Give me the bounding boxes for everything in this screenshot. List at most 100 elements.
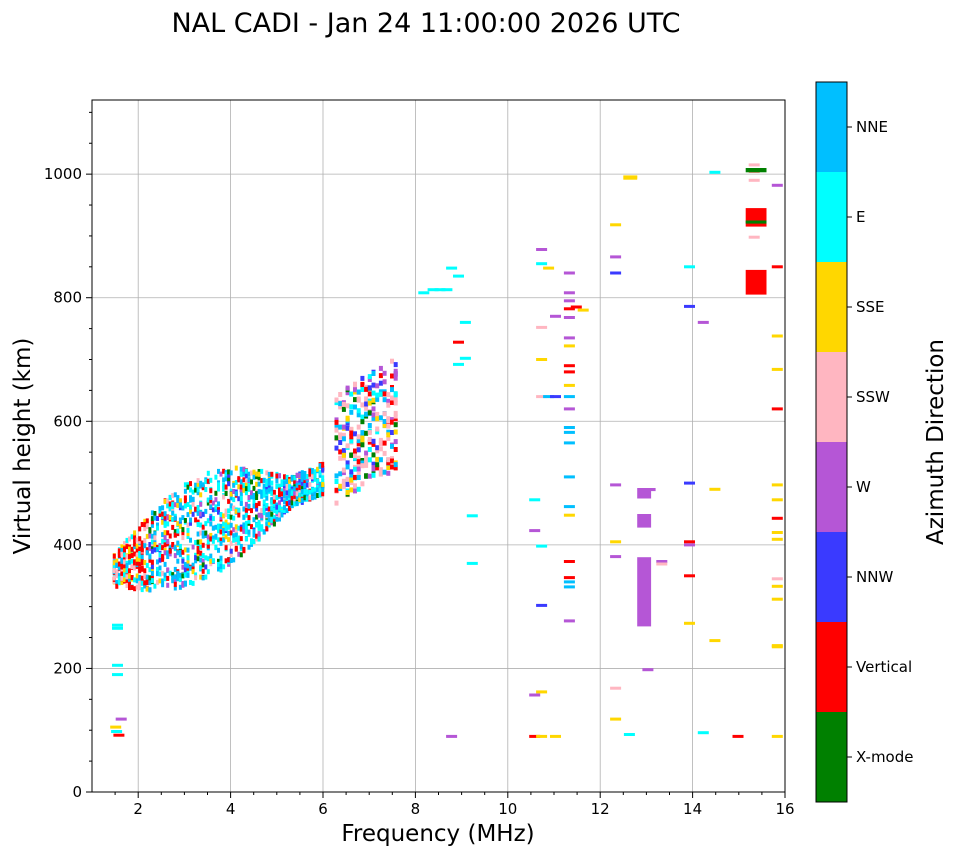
echo-cell: [247, 515, 251, 521]
echo-cell: [219, 512, 223, 517]
x-axis-label: Frequency (MHz): [341, 821, 534, 847]
echo-cell: [117, 565, 121, 571]
echo-cell: [135, 543, 139, 549]
echo-cell: [148, 580, 152, 586]
echo-cell: [178, 523, 182, 529]
echo-cell: [382, 450, 387, 456]
echo-cell: [199, 557, 203, 563]
echo-cell: [367, 437, 372, 442]
echo-cell: [183, 518, 187, 523]
echo-cell: [176, 521, 180, 527]
echo-cell: [128, 559, 131, 565]
echo-cell: [214, 490, 218, 496]
echo-cell: [239, 501, 243, 506]
echo-cell: [176, 498, 180, 503]
echo-point: [697, 731, 709, 735]
echo-cell: [224, 522, 228, 528]
echo-cell: [219, 529, 223, 535]
echo-cell: [138, 574, 142, 580]
echo-cell: [135, 537, 139, 543]
echo-point: [446, 734, 458, 738]
echo-cell: [128, 536, 131, 542]
echo-point: [771, 531, 783, 534]
echo-cell: [209, 558, 213, 564]
echo-cell: [275, 495, 279, 500]
echo-cell: [143, 574, 147, 579]
echo-cell: [349, 487, 354, 493]
echo-cell: [204, 487, 208, 492]
echo-cell: [283, 493, 286, 499]
echo-cell: [168, 570, 172, 576]
grid-lines: [92, 100, 786, 793]
colorbar-segment-e: [816, 172, 847, 262]
echo-cell: [148, 530, 152, 536]
echo-cell: [345, 403, 350, 409]
echo-cell: [140, 540, 144, 546]
echo-point: [536, 690, 548, 694]
echo-block: [623, 175, 638, 180]
echo-cell: [393, 465, 398, 471]
echo-cell: [120, 544, 124, 550]
echo-cell: [217, 501, 220, 507]
echo-cell: [239, 495, 243, 501]
echo-cell: [270, 490, 274, 496]
echo-cell: [194, 575, 198, 581]
echo-cell: [367, 385, 372, 391]
echo-cell: [375, 448, 380, 454]
echo-cell: [219, 555, 223, 561]
echo-cell: [252, 529, 256, 535]
echo-cell: [386, 392, 391, 398]
echo-cell: [181, 527, 185, 533]
colorbar-tick-label: X-mode: [856, 748, 913, 766]
echo-cell: [209, 488, 213, 494]
echo-cell: [393, 396, 398, 402]
echo-cell: [390, 419, 394, 425]
echo-cell: [234, 491, 238, 497]
echo-cell: [367, 457, 372, 463]
echo-cell: [252, 474, 256, 480]
echo-cell: [153, 583, 157, 589]
echo-cell: [115, 562, 119, 568]
x-tick-label: 8: [411, 800, 421, 818]
echo-cell: [150, 543, 154, 549]
echo-point: [418, 291, 430, 295]
echo-cell: [356, 434, 361, 440]
echo-cell: [285, 495, 289, 501]
echo-cell: [133, 560, 137, 566]
echo-cell: [393, 447, 398, 452]
echo-cell: [125, 544, 129, 550]
echo-cell: [334, 487, 339, 493]
echo-cell: [390, 358, 394, 364]
echo-cell: [163, 535, 167, 541]
echo-cell: [117, 573, 121, 579]
echo-cell: [371, 382, 376, 388]
echo-cell: [176, 531, 180, 537]
echo-cell: [295, 472, 299, 478]
y-tick-label: 800: [53, 289, 82, 307]
echo-cell: [196, 556, 200, 562]
echo-point: [709, 487, 721, 491]
echo-cell: [138, 561, 142, 567]
echo-cell: [321, 491, 325, 497]
echo-cell: [316, 478, 320, 484]
echo-cell: [239, 471, 243, 477]
echo-cell: [313, 494, 317, 500]
echo-point: [563, 475, 575, 479]
echo-cell: [244, 479, 248, 485]
echo-cell: [153, 531, 157, 537]
echo-cell: [393, 368, 398, 374]
echo-cell: [140, 580, 144, 586]
colorbar-tick-label: SSE: [856, 298, 885, 316]
echo-cell: [338, 440, 343, 445]
echo-cell: [166, 530, 170, 536]
echo-cell: [353, 397, 357, 403]
echo-cell: [255, 536, 259, 542]
echo-cell: [168, 551, 172, 557]
echo-cell: [360, 402, 365, 408]
echo-cell: [201, 530, 205, 536]
echo-cell: [367, 374, 372, 380]
echo-cell: [360, 419, 365, 425]
echo-cell: [128, 554, 131, 560]
echo-cell: [229, 514, 233, 520]
echo-cell: [176, 575, 180, 581]
